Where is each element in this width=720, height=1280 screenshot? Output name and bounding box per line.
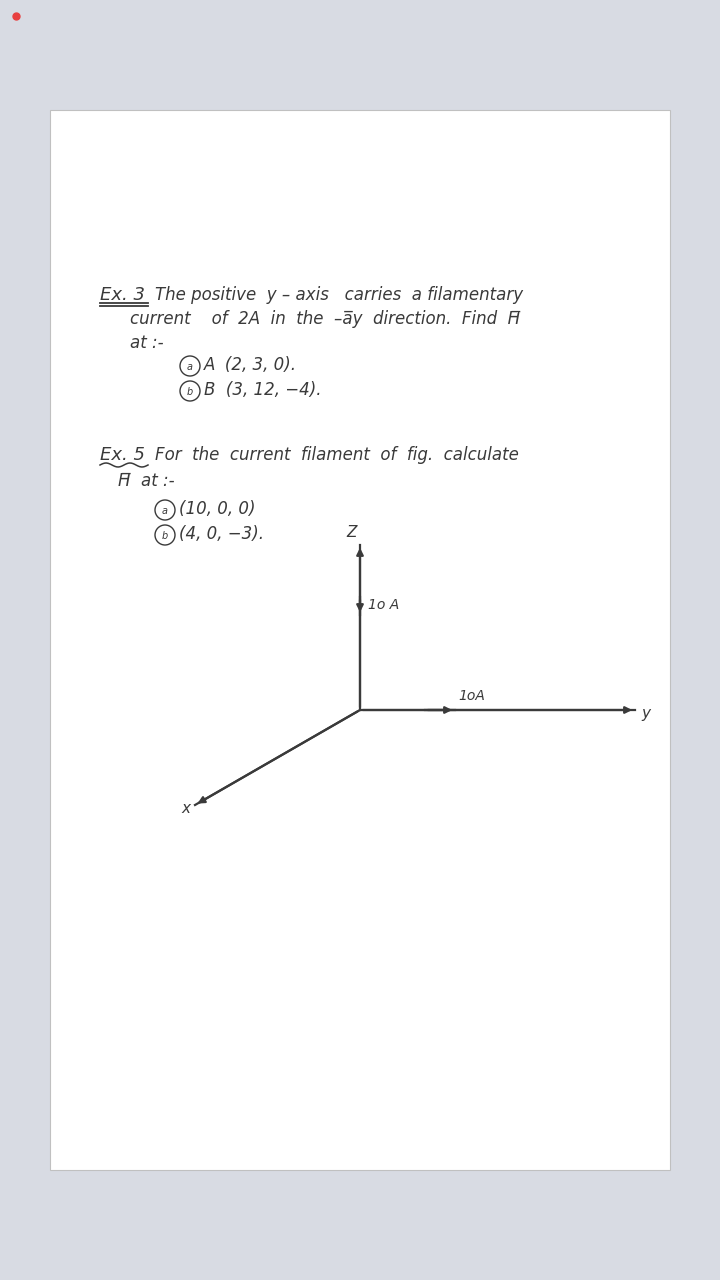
Text: H̅  at :-: H̅ at :-: [118, 472, 175, 490]
Text: a: a: [187, 362, 193, 372]
Text: Ex. 3: Ex. 3: [100, 285, 145, 303]
Text: y: y: [641, 707, 650, 721]
Text: (10, 0, 0): (10, 0, 0): [179, 500, 256, 518]
Text: The positive  y – axis   carries  a filamentary: The positive y – axis carries a filament…: [155, 285, 523, 303]
Text: Z: Z: [346, 525, 356, 540]
Text: For  the  current  filament  of  fig.  calculate: For the current filament of fig. calcula…: [155, 445, 519, 463]
Text: b: b: [187, 387, 193, 397]
Text: 1oA: 1oA: [458, 689, 485, 703]
Text: 1o A: 1o A: [368, 598, 400, 612]
Text: B  (3, 12, −4).: B (3, 12, −4).: [204, 381, 322, 399]
Text: x: x: [181, 801, 190, 817]
Text: b: b: [162, 531, 168, 541]
Text: A  (2, 3, 0).: A (2, 3, 0).: [204, 356, 297, 374]
Text: at :-: at :-: [130, 334, 163, 352]
Text: a: a: [162, 506, 168, 516]
Text: Ex. 5: Ex. 5: [100, 445, 145, 463]
Text: current    of  2A  in  the  –a̅y  direction.  Find  H̅: current of 2A in the –a̅y direction. Fin…: [130, 310, 520, 328]
FancyBboxPatch shape: [50, 110, 670, 1170]
Text: (4, 0, −3).: (4, 0, −3).: [179, 525, 264, 543]
